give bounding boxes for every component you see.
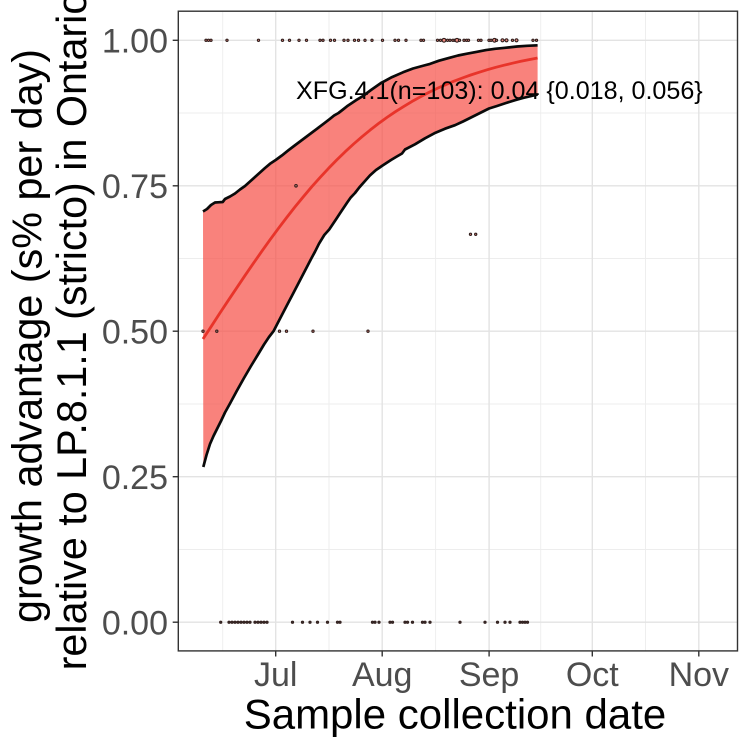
svg-text:0.00: 0.00 [102, 605, 168, 643]
svg-text:Sample collection date: Sample collection date [244, 691, 667, 738]
svg-text:XFG.4.1(n=103): 0.04 {0.018, 0: XFG.4.1(n=103): 0.04 {0.018, 0.056} [296, 77, 703, 105]
svg-text:1.00: 1.00 [102, 23, 168, 61]
svg-text:relative to LP.8.1.1 (stricto): relative to LP.8.1.1 (stricto) in Ontari… [49, 0, 95, 670]
svg-text:Nov: Nov [669, 656, 729, 694]
svg-text:0.50: 0.50 [102, 314, 168, 352]
svg-text:growth advantage (s% per day): growth advantage (s% per day) [5, 49, 51, 623]
svg-text:Jul: Jul [254, 656, 297, 694]
svg-text:0.25: 0.25 [102, 459, 168, 497]
svg-text:Aug: Aug [352, 656, 413, 694]
svg-text:Sep: Sep [459, 656, 520, 694]
svg-text:Oct: Oct [566, 656, 619, 694]
svg-text:0.75: 0.75 [102, 168, 168, 206]
